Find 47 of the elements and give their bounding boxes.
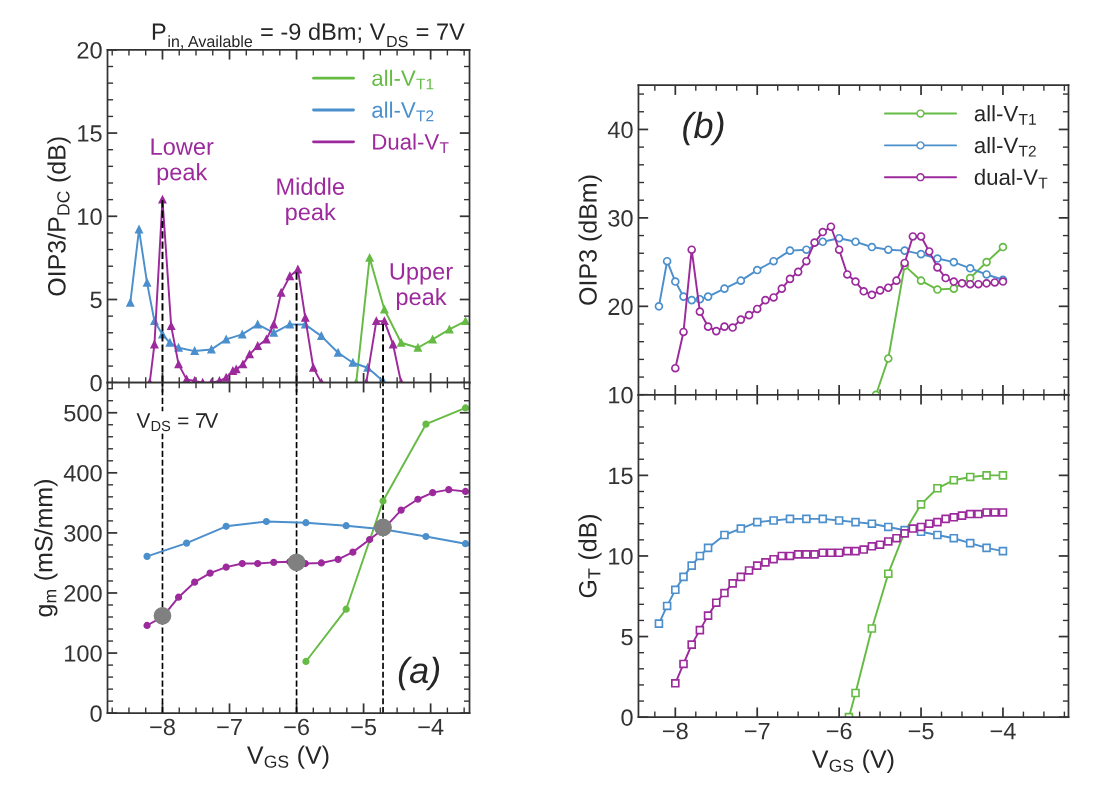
x-tick-label: −6 — [826, 722, 852, 740]
y-tick-label: 500 — [64, 404, 102, 422]
x-tick-label: −4 — [418, 718, 444, 736]
y-tick-label: 15 — [609, 467, 633, 485]
y-tick-label: 10 — [609, 548, 633, 565]
annotation: V$_{DS}$ = 7V — [136, 413, 219, 432]
y-tick-label: 300 — [64, 524, 102, 542]
y-tick-label: 400 — [63, 464, 102, 482]
x-tick-label: −8 — [663, 722, 688, 740]
x-tick-label: −5 — [908, 722, 934, 740]
x-tick-label: −5 — [351, 718, 377, 736]
legend-label: all-V$_{T1}$ — [372, 69, 434, 90]
x-axis-title: V$_{GS}$ (V) — [247, 745, 329, 769]
legend-label: all-V$_{T1}$ — [974, 105, 1036, 125]
annotation: Upper peak — [390, 263, 453, 310]
y-tick-label: 200 — [64, 585, 102, 602]
x-tick-label: −6 — [284, 718, 309, 736]
y-axis-title: g$_{m}$ (mS/mm) — [34, 480, 58, 617]
annotation: (a) — [398, 656, 440, 691]
legend-label: all-V$_{T2}$ — [974, 136, 1036, 157]
y-tick-label: 0 — [90, 374, 102, 392]
annotation: (b) — [683, 111, 724, 146]
x-tick-label: −8 — [150, 718, 175, 736]
y-tick-label: 15 — [78, 125, 102, 142]
y-axis-title: OIP3/P$_{DC}$ (dB) — [47, 137, 71, 296]
y-tick-label: 0 — [90, 705, 102, 722]
y-tick-label: 5 — [621, 628, 633, 646]
y-tick-label: 30 — [608, 209, 633, 227]
x-axis-title: V$_{GS}$ (V) — [811, 749, 894, 773]
y-tick-label: 5 — [90, 291, 102, 309]
y-axis-title: OIP3 (dBm) — [578, 175, 602, 305]
annotation: Lower peak — [151, 138, 214, 186]
x-tick-label: −7 — [217, 718, 242, 736]
y-tick-label: 10 — [78, 208, 102, 226]
annotation: Middle peak — [277, 177, 344, 226]
y-tick-label: 20 — [77, 41, 102, 59]
y-tick-label: 10 — [609, 386, 633, 404]
y-tick-label: 100 — [65, 645, 102, 662]
x-tick-label: −7 — [744, 722, 770, 740]
y-tick-label: 40 — [607, 121, 633, 139]
y-tick-label: 20 — [608, 298, 633, 316]
x-tick-label: −4 — [990, 722, 1016, 740]
legend-label: all-V$_{T2}$ — [372, 101, 434, 122]
legend-label: Dual-V$_{T}$ — [373, 133, 449, 154]
y-tick-label: 0 — [621, 709, 633, 726]
legend-label: dual-V$_{T}$ — [974, 168, 1048, 189]
y-axis-title: G$_{T}$ (dB) — [578, 514, 602, 598]
